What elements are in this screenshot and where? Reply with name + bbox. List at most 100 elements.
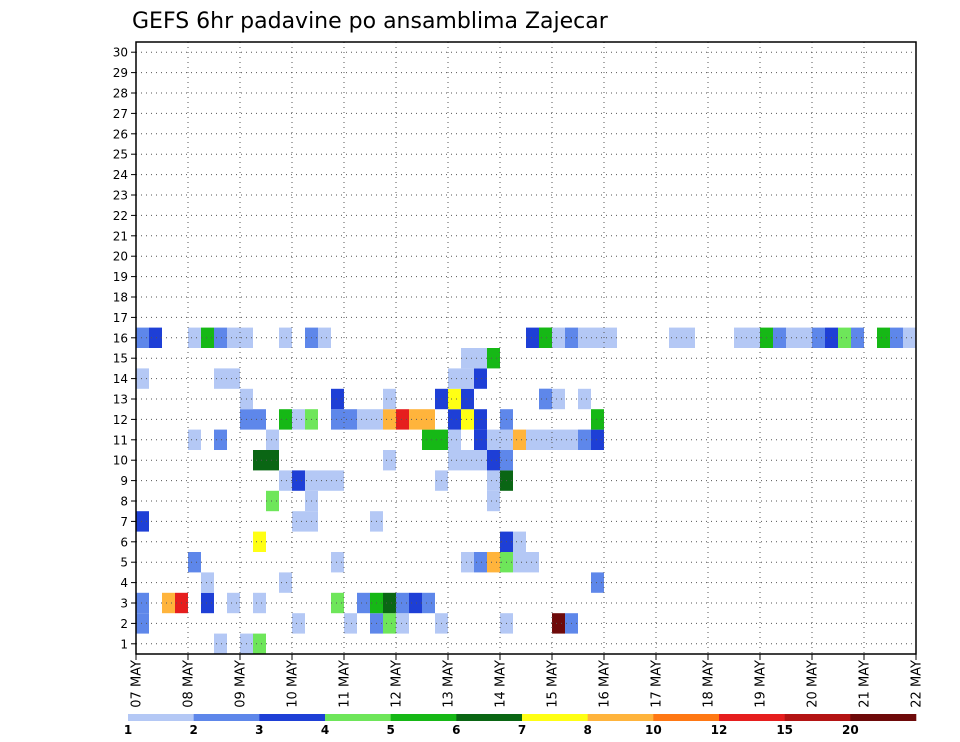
y-tick-label-6: 6 xyxy=(120,535,128,549)
cell-141 xyxy=(214,327,227,348)
y-tick-label-15: 15 xyxy=(113,352,128,366)
chart-title: GEFS 6hr padavine po ansamblima Zajecar xyxy=(132,9,609,34)
cell-91 xyxy=(253,409,266,430)
colorbar-label-7: 7 xyxy=(518,723,526,737)
y-tick-label-26: 26 xyxy=(113,127,128,141)
cell-153 xyxy=(591,327,604,348)
y-ticks: 1234567891011121314151617181920212223242… xyxy=(113,46,136,651)
cell-123 xyxy=(461,368,474,389)
cell-75 xyxy=(214,429,227,450)
cell-36 xyxy=(422,592,435,614)
cell-140 xyxy=(201,327,214,348)
cell-33 xyxy=(383,592,396,614)
cell-105 xyxy=(474,409,487,430)
cell-12 xyxy=(383,613,396,634)
colorbar-swatch-6 xyxy=(456,714,523,721)
cell-84 xyxy=(526,429,539,450)
cell-79 xyxy=(448,429,461,450)
colorbar-swatch-2 xyxy=(193,714,260,721)
cell-74 xyxy=(188,429,201,450)
cell-9 xyxy=(292,613,305,634)
x-tick-label-2: 09 MAY xyxy=(234,660,249,708)
cell-61 xyxy=(318,470,331,491)
cell-166 xyxy=(851,327,864,348)
cell-28 xyxy=(227,592,240,614)
cell-93 xyxy=(292,409,305,430)
cell-146 xyxy=(318,327,331,348)
cell-116 xyxy=(552,388,565,410)
x-tick-label-4: 11 MAY xyxy=(338,660,353,708)
cell-112 xyxy=(448,388,461,410)
cell-138 xyxy=(149,327,162,348)
cell-44 xyxy=(487,552,500,573)
y-tick-label-21: 21 xyxy=(113,229,128,243)
x-tick-label-9: 16 MAY xyxy=(598,660,613,708)
cell-169 xyxy=(903,327,916,348)
cell-69 xyxy=(448,450,461,471)
y-tick-label-12: 12 xyxy=(113,413,128,427)
colorbar-swatch-7 xyxy=(522,714,588,721)
cell-99 xyxy=(383,409,396,430)
cell-160 xyxy=(773,327,786,348)
cell-149 xyxy=(539,327,552,348)
cell-67 xyxy=(266,450,279,471)
cell-48 xyxy=(253,531,266,552)
y-tick-label-16: 16 xyxy=(113,331,128,345)
cell-97 xyxy=(357,409,370,430)
cell-117 xyxy=(578,388,591,410)
y-tick-label-4: 4 xyxy=(120,576,128,590)
x-tick-label-3: 10 MAY xyxy=(286,660,301,708)
cell-37 xyxy=(201,572,214,593)
cell-62 xyxy=(331,470,344,491)
colorbar-swatch-5 xyxy=(390,714,457,721)
x-tick-label-12: 19 MAY xyxy=(754,660,769,708)
cell-85 xyxy=(539,429,552,450)
cell-102 xyxy=(422,409,435,430)
y-tick-label-2: 2 xyxy=(120,617,128,631)
cell-110 xyxy=(383,388,396,410)
cell-101 xyxy=(409,409,422,430)
y-tick-label-9: 9 xyxy=(120,474,128,488)
x-tick-label-1: 08 MAY xyxy=(182,660,197,708)
cell-120 xyxy=(214,368,227,389)
y-tick-label-19: 19 xyxy=(113,270,128,284)
cell-157 xyxy=(734,327,747,348)
cell-163 xyxy=(812,327,825,348)
cell-58 xyxy=(279,470,292,491)
cell-128 xyxy=(461,348,474,369)
cell-130 xyxy=(487,348,500,369)
cell-50 xyxy=(513,531,526,552)
cell-29 xyxy=(253,592,266,614)
grid-layer xyxy=(136,42,916,654)
colorbar-label-5: 5 xyxy=(386,723,394,737)
x-tick-label-6: 13 MAY xyxy=(442,660,457,708)
y-tick-label-18: 18 xyxy=(113,291,128,305)
cell-57 xyxy=(487,490,500,512)
cell-0 xyxy=(214,633,227,654)
y-tick-label-17: 17 xyxy=(113,311,128,325)
cell-71 xyxy=(474,450,487,471)
x-tick-label-7: 14 MAY xyxy=(494,660,509,708)
y-tick-label-28: 28 xyxy=(113,87,128,101)
cell-42 xyxy=(461,552,474,573)
y-tick-label-3: 3 xyxy=(120,597,128,611)
y-tick-label-13: 13 xyxy=(113,393,128,407)
cell-51 xyxy=(136,511,149,532)
colorbar-label-8: 8 xyxy=(583,723,591,737)
y-tick-label-22: 22 xyxy=(113,209,128,223)
cell-95 xyxy=(331,409,344,430)
colorbar-swatch-3 xyxy=(259,714,326,721)
cell-100 xyxy=(396,409,409,430)
cell-66 xyxy=(253,450,266,471)
colorbar-swatch-10 xyxy=(719,714,785,721)
cell-34 xyxy=(396,592,409,614)
y-tick-label-29: 29 xyxy=(113,66,128,80)
cell-88 xyxy=(578,429,591,450)
cell-115 xyxy=(539,388,552,410)
cell-161 xyxy=(786,327,799,348)
cell-124 xyxy=(474,368,487,389)
cell-59 xyxy=(292,470,305,491)
y-tick-label-23: 23 xyxy=(113,189,128,203)
x-tick-label-15: 22 MAY xyxy=(910,660,925,708)
